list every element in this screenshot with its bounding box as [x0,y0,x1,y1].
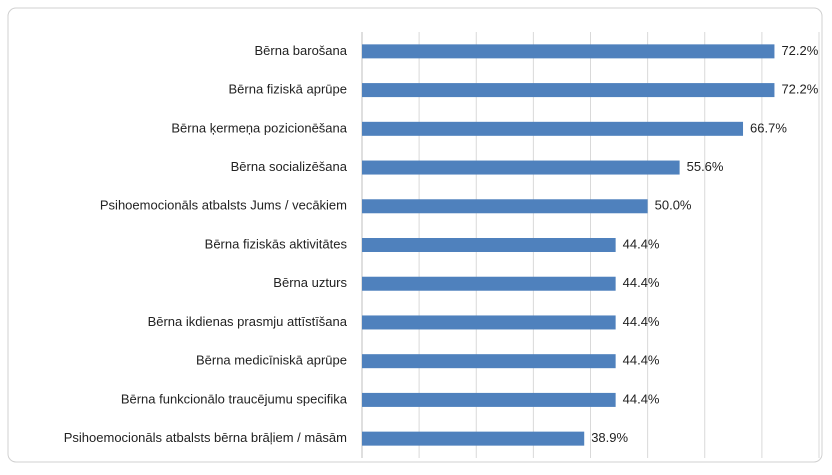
data-label: 72.2% [781,43,818,58]
category-label: Bērna fiziskā aprūpe [228,82,347,97]
category-label: Psihoemocionāls atbalsts Jums / vecākiem [100,198,347,213]
category-label: Bērna medicīniskā aprūpe [196,353,347,368]
category-label: Bērna socializēšana [231,159,348,174]
bar [362,392,616,407]
data-label: 44.4% [623,275,660,290]
data-label: 66.7% [750,120,787,135]
category-label: Bērna ikdienas prasmju attīstīšana [148,314,348,329]
data-label: 44.4% [623,236,660,251]
category-label: Bērna fiziskās aktivitātes [205,236,348,251]
bar [362,238,616,252]
category-label: Bērna barošana [254,43,347,58]
bar [362,276,616,291]
data-label: 44.4% [623,314,660,329]
chart-frame [7,7,823,463]
data-label: 50.0% [655,198,692,213]
data-label: 44.4% [623,353,660,368]
data-label: 44.4% [623,391,660,406]
data-label: 55.6% [687,159,724,174]
category-label: Bērna uzturs [273,275,347,290]
bar [362,44,775,59]
bar [362,431,585,446]
category-label: Psihoemocionāls atbalsts bērna brāļiem /… [64,430,347,445]
data-label: 38.9% [591,430,628,445]
category-label: Bērna funkcionālo traucējumu specifika [121,391,348,406]
bar [362,160,680,175]
bar [362,83,775,98]
category-label: Bērna ķermeņa pozicionēšana [171,120,347,135]
bar [362,121,744,136]
bar [362,354,616,369]
data-label: 72.2% [781,82,818,97]
bar [362,315,616,330]
bar [362,199,648,214]
